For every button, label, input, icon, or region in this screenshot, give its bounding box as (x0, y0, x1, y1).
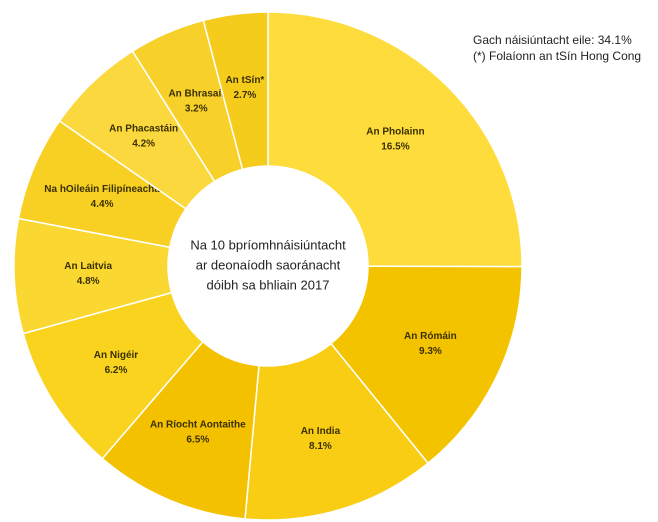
segment-label: An India (301, 426, 341, 437)
donut-hole (168, 166, 368, 366)
value-label: 2.7% (233, 90, 256, 101)
segment-label: An Ríocht Aontaithe (150, 419, 246, 430)
annotation: (*) Folaíonn an tSín Hong Cong (473, 49, 642, 63)
segment-label: An Pholainn (366, 127, 424, 138)
value-label: 4.4% (91, 199, 114, 210)
segment-label: An Rómáin (404, 331, 457, 342)
value-label: 6.5% (186, 434, 209, 445)
value-label: 3.2% (185, 104, 208, 115)
segment-label: Na hOileáin Filipíneacha (44, 184, 160, 195)
value-label: 16.5% (381, 142, 409, 153)
value-label: 4.2% (132, 139, 155, 150)
segment-label: An Nigéir (94, 350, 139, 361)
center-text: ar deonaíodh saoránacht (196, 257, 341, 272)
segment-label: An tSín* (225, 75, 264, 86)
annotation: Gach náisiúntacht eile: 34.1% (473, 33, 632, 47)
value-label: 8.1% (309, 441, 332, 452)
value-label: 4.8% (77, 276, 100, 287)
segment-label: An Bhrasaíl (168, 89, 224, 100)
value-label: 9.3% (419, 346, 442, 357)
value-label: 6.2% (105, 365, 128, 376)
notes: Gach náisiúntacht eile: 34.1% (*) Folaío… (473, 32, 651, 64)
segment-label: An Laitvia (64, 261, 112, 272)
segment-label: An Phacastáin (109, 124, 178, 135)
center-text: Na 10 bpríomhnáisiúntacht (190, 237, 346, 252)
center-text: dóibh sa bhliain 2017 (207, 277, 330, 292)
